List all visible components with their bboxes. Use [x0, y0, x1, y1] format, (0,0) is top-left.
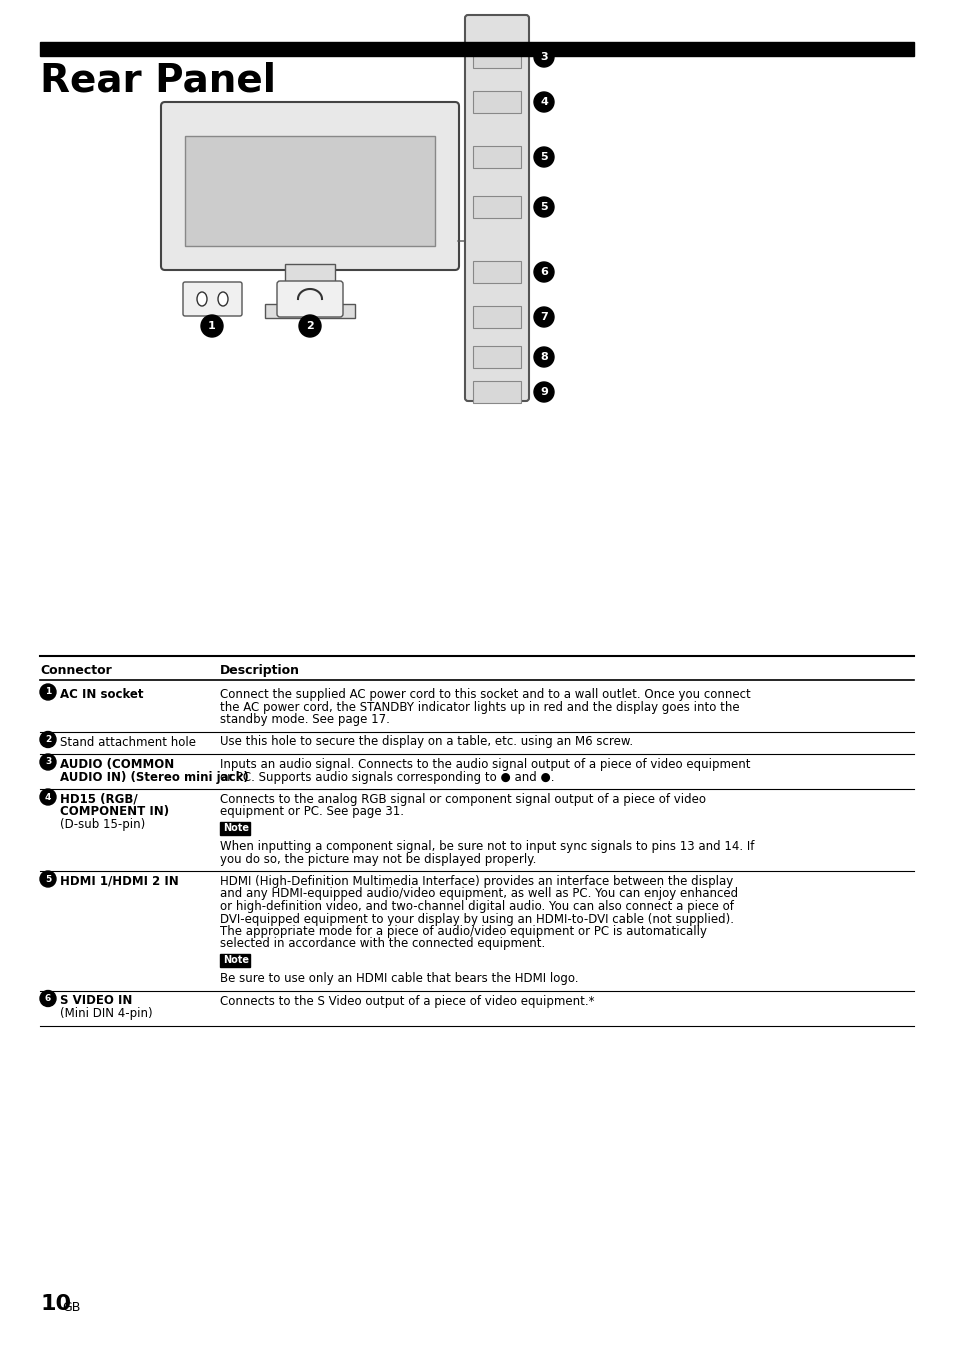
Text: 3: 3	[45, 758, 51, 766]
Circle shape	[40, 731, 56, 747]
Text: selected in accordance with the connected equipment.: selected in accordance with the connecte…	[220, 937, 545, 951]
Text: standby mode. See page 17.: standby mode. See page 17.	[220, 713, 390, 725]
Bar	[473, 146, 520, 168]
Text: 2: 2	[45, 735, 51, 744]
Circle shape	[40, 754, 56, 770]
Bar	[40, 42, 913, 56]
Circle shape	[534, 306, 554, 327]
Text: Connects to the S Video output of a piece of video equipment.*: Connects to the S Video output of a piec…	[220, 994, 594, 1008]
Text: S VIDEO IN: S VIDEO IN	[60, 994, 132, 1008]
Circle shape	[40, 683, 56, 700]
Text: 4: 4	[45, 792, 51, 801]
Text: 1: 1	[45, 687, 51, 697]
Text: The appropriate mode for a piece of audio/video equipment or PC is automatically: The appropriate mode for a piece of audi…	[220, 925, 706, 938]
Circle shape	[201, 315, 223, 338]
Text: and any HDMI-equipped audio/video equipment, as well as PC. You can enjoy enhanc: and any HDMI-equipped audio/video equipm…	[220, 887, 738, 900]
Circle shape	[40, 990, 56, 1006]
FancyBboxPatch shape	[161, 102, 458, 270]
Text: Connects to the analog RGB signal or component signal output of a piece of video: Connects to the analog RGB signal or com…	[220, 793, 705, 805]
Circle shape	[40, 871, 56, 887]
Text: HDMI 1/HDMI 2 IN: HDMI 1/HDMI 2 IN	[60, 875, 178, 888]
Text: Inputs an audio signal. Connects to the audio signal output of a piece of video : Inputs an audio signal. Connects to the …	[220, 758, 750, 772]
Text: 6: 6	[45, 994, 51, 1003]
Text: DVI-equipped equipment to your display by using an HDMI-to-DVI cable (not suppli: DVI-equipped equipment to your display b…	[220, 913, 733, 926]
Text: or PC. Supports audio signals corresponding to ● and ●.: or PC. Supports audio signals correspond…	[220, 770, 554, 784]
Text: 6: 6	[539, 267, 547, 277]
Bar	[473, 306, 520, 328]
Text: GB: GB	[62, 1300, 80, 1314]
Circle shape	[534, 197, 554, 217]
Text: AUDIO IN) (Stereo mini jack): AUDIO IN) (Stereo mini jack)	[60, 770, 249, 784]
Text: HDMI (High-Definition Multimedia Interface) provides an interface between the di: HDMI (High-Definition Multimedia Interfa…	[220, 875, 733, 888]
Text: the AC power cord, the STANDBY indicator lights up in red and the display goes i: the AC power cord, the STANDBY indicator…	[220, 701, 739, 713]
Text: or high-definition video, and two-channel digital audio. You can also connect a : or high-definition video, and two-channe…	[220, 900, 733, 913]
Text: you do so, the picture may not be displayed properly.: you do so, the picture may not be displa…	[220, 853, 536, 865]
Text: equipment or PC. See page 31.: equipment or PC. See page 31.	[220, 805, 403, 819]
Text: 2: 2	[306, 321, 314, 331]
Bar	[285, 264, 335, 306]
Circle shape	[298, 315, 320, 338]
Text: HD15 (RGB/: HD15 (RGB/	[60, 793, 137, 805]
Text: Be sure to use only an HDMI cable that bears the HDMI logo.: Be sure to use only an HDMI cable that b…	[220, 972, 578, 984]
Ellipse shape	[218, 292, 228, 306]
Text: (D-sub 15-pin): (D-sub 15-pin)	[60, 818, 145, 831]
Circle shape	[534, 146, 554, 167]
Circle shape	[534, 47, 554, 66]
Bar	[220, 822, 250, 835]
FancyBboxPatch shape	[183, 282, 242, 316]
Text: Note: Note	[223, 955, 249, 965]
Text: AUDIO (COMMON: AUDIO (COMMON	[60, 758, 174, 772]
Text: Description: Description	[220, 664, 299, 677]
Circle shape	[534, 347, 554, 367]
Text: 5: 5	[539, 202, 547, 212]
Text: COMPONENT IN): COMPONENT IN)	[60, 805, 169, 819]
Text: Use this hole to secure the display on a table, etc. using an M6 screw.: Use this hole to secure the display on a…	[220, 735, 633, 749]
Bar	[265, 304, 355, 319]
Text: 5: 5	[539, 152, 547, 161]
Text: 8: 8	[539, 353, 547, 362]
Bar	[473, 381, 520, 403]
Bar	[473, 46, 520, 68]
Text: 1: 1	[208, 321, 215, 331]
Text: 9: 9	[539, 386, 547, 397]
Text: AC IN socket: AC IN socket	[60, 687, 143, 701]
Text: Connect the supplied AC power cord to this socket and to a wall outlet. Once you: Connect the supplied AC power cord to th…	[220, 687, 750, 701]
FancyBboxPatch shape	[276, 281, 343, 317]
Bar	[473, 91, 520, 113]
Text: 5: 5	[45, 875, 51, 884]
Bar	[185, 136, 435, 245]
Bar	[473, 260, 520, 283]
Text: 3: 3	[539, 52, 547, 62]
Bar	[220, 955, 250, 967]
Text: Note: Note	[223, 823, 249, 833]
Text: When inputting a component signal, be sure not to input sync signals to pins 13 : When inputting a component signal, be su…	[220, 839, 754, 853]
Circle shape	[534, 92, 554, 113]
Circle shape	[40, 789, 56, 805]
Circle shape	[534, 382, 554, 401]
Text: 10: 10	[40, 1294, 71, 1314]
Circle shape	[534, 262, 554, 282]
Bar	[473, 197, 520, 218]
Text: 4: 4	[539, 98, 547, 107]
Bar	[473, 346, 520, 367]
Ellipse shape	[196, 292, 207, 306]
FancyBboxPatch shape	[464, 15, 529, 401]
Text: (Mini DIN 4-pin): (Mini DIN 4-pin)	[60, 1008, 152, 1020]
Text: Rear Panel: Rear Panel	[40, 62, 275, 100]
Text: 7: 7	[539, 312, 547, 321]
Text: Connector: Connector	[40, 664, 112, 677]
Text: Stand attachment hole: Stand attachment hole	[60, 735, 195, 749]
